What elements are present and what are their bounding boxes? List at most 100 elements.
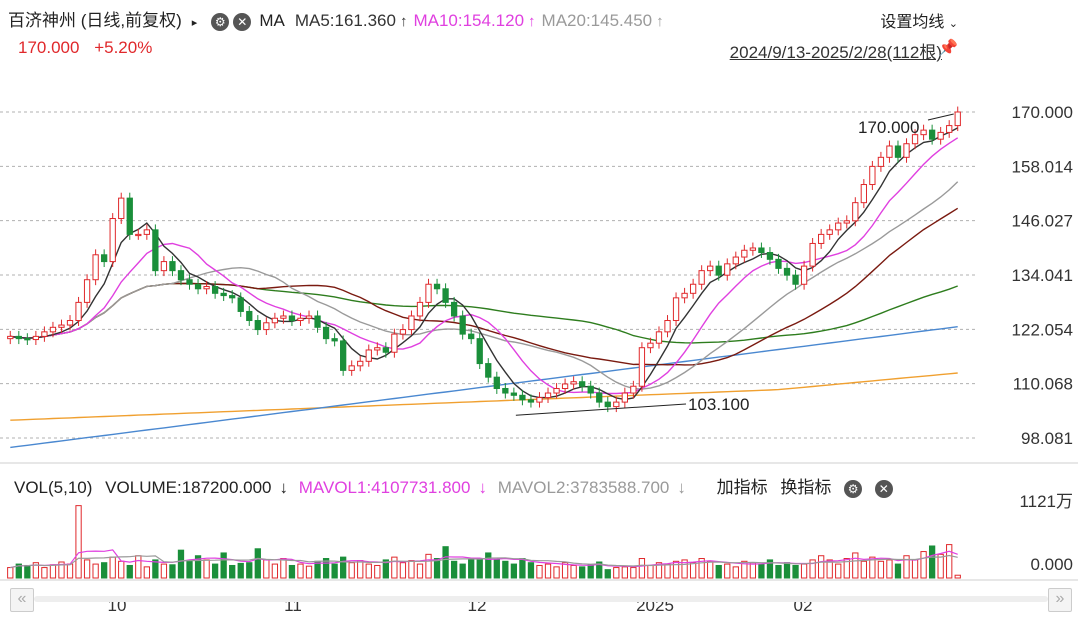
volume-bar bbox=[160, 563, 168, 579]
candle-body bbox=[613, 401, 620, 408]
gear-icon[interactable]: ⚙ bbox=[211, 12, 230, 31]
mavol2-value: MAVOL2:3783588.700 bbox=[497, 478, 670, 497]
volume-bar bbox=[749, 562, 757, 579]
expand-triangle-icon[interactable]: ▸ bbox=[191, 17, 198, 29]
candle-body bbox=[399, 329, 407, 335]
candle-body bbox=[672, 297, 680, 322]
volume-bar bbox=[7, 567, 14, 579]
candle-body bbox=[596, 392, 603, 403]
volume-bar bbox=[118, 560, 125, 579]
volume-bar bbox=[331, 563, 338, 579]
candle-body bbox=[41, 331, 48, 337]
candle-body bbox=[758, 247, 765, 254]
pin-icon[interactable]: 📌 bbox=[938, 40, 958, 57]
mavol2-line bbox=[10, 554, 958, 569]
candle-body bbox=[66, 320, 74, 326]
volume-bar bbox=[527, 562, 535, 579]
candle-body bbox=[946, 125, 953, 133]
volume-header: VOL(5,10) VOLUME:187200.000 ↓ MAVOL1:4107… bbox=[14, 473, 901, 498]
volume-bar bbox=[681, 559, 688, 579]
candle-body bbox=[561, 383, 569, 390]
volume-bar bbox=[66, 563, 74, 579]
candle-body bbox=[118, 197, 125, 220]
ma5-value: MA5:161.360 bbox=[294, 11, 396, 30]
volume-bar bbox=[263, 559, 270, 579]
volume-bar bbox=[152, 559, 159, 579]
candle-body bbox=[689, 283, 697, 294]
ma10-arrow-icon: ↑ bbox=[528, 13, 536, 30]
volume-bar bbox=[433, 558, 441, 579]
candle-body bbox=[254, 320, 261, 331]
candle-body bbox=[101, 254, 108, 263]
volume-bar bbox=[143, 566, 150, 579]
close-icon[interactable]: ✕ bbox=[233, 12, 252, 31]
candle-body bbox=[7, 335, 14, 340]
volume-bar bbox=[869, 556, 876, 579]
volume-bar bbox=[365, 563, 372, 579]
volume-bar bbox=[596, 561, 603, 579]
volume-bar bbox=[519, 558, 526, 579]
scroll-right-button[interactable]: » bbox=[1048, 588, 1072, 612]
candle-body bbox=[937, 131, 944, 140]
volume-bar bbox=[655, 562, 663, 579]
candle-body bbox=[775, 258, 782, 269]
period-range[interactable]: 2024/9/13-2025/2/28(112根) bbox=[729, 43, 942, 62]
ma10-value: MA10:154.120 bbox=[413, 11, 525, 30]
candle-body bbox=[186, 279, 193, 285]
candle-body bbox=[860, 184, 867, 204]
volume-bar bbox=[169, 564, 176, 579]
volume-bar bbox=[860, 560, 867, 579]
low-annotation-arrow bbox=[515, 403, 687, 416]
volume-bar bbox=[254, 548, 261, 579]
candle-body bbox=[374, 347, 381, 351]
switch-indicator-button[interactable]: 换指标 bbox=[780, 478, 832, 497]
ma10-line bbox=[10, 137, 959, 395]
scroll-track[interactable] bbox=[34, 596, 1048, 602]
stock-name[interactable]: 百济神州 (日线,前复权) bbox=[8, 11, 182, 30]
volume-bar bbox=[544, 563, 552, 579]
volume-bar bbox=[322, 558, 330, 579]
volume-bar bbox=[553, 566, 560, 579]
candle-body bbox=[391, 333, 398, 353]
volume-bar bbox=[459, 563, 466, 579]
volume-bar bbox=[288, 564, 296, 579]
candle-body bbox=[211, 286, 219, 294]
gear-icon[interactable]: ⚙ bbox=[844, 479, 863, 498]
candle-body bbox=[305, 315, 313, 319]
volume-bar bbox=[101, 562, 108, 579]
volume-bar bbox=[775, 564, 782, 579]
current-price: 170.000 bbox=[18, 38, 80, 57]
volume-bar bbox=[689, 562, 697, 579]
candle-body bbox=[519, 394, 526, 401]
candle-body bbox=[911, 134, 919, 145]
volume-bar bbox=[630, 567, 637, 579]
vol-label[interactable]: VOL(5,10) bbox=[14, 478, 93, 497]
volume-bar bbox=[280, 558, 287, 579]
volume-arrow-icon: ↓ bbox=[279, 478, 289, 497]
volume-bar bbox=[126, 564, 133, 579]
candle-body bbox=[468, 333, 475, 340]
candle-body bbox=[835, 222, 842, 231]
ma5-arrow-icon: ↑ bbox=[399, 13, 408, 30]
volume-bar bbox=[894, 563, 902, 579]
close-icon[interactable]: ✕ bbox=[874, 479, 893, 498]
volume-bar bbox=[450, 560, 458, 579]
volume-bar bbox=[109, 556, 116, 579]
candle-body bbox=[502, 388, 509, 394]
volume-bar bbox=[698, 558, 705, 579]
volume-bar bbox=[416, 563, 424, 579]
candle-body bbox=[766, 252, 774, 260]
candle-body bbox=[749, 247, 757, 251]
candle-body bbox=[553, 388, 560, 394]
add-indicator-button[interactable]: 加指标 bbox=[716, 478, 768, 497]
y-tick-label: 158.014 bbox=[1012, 157, 1073, 176]
candle-body bbox=[288, 315, 296, 322]
ma-settings-button[interactable]: 设置均线 ⌄ bbox=[880, 14, 958, 31]
volume-bar bbox=[638, 558, 646, 579]
scroll-left-button[interactable]: « bbox=[10, 588, 34, 612]
ma5-line bbox=[10, 127, 959, 401]
candle-body bbox=[843, 220, 850, 224]
candle-body bbox=[135, 233, 142, 237]
candle-body bbox=[681, 292, 688, 299]
